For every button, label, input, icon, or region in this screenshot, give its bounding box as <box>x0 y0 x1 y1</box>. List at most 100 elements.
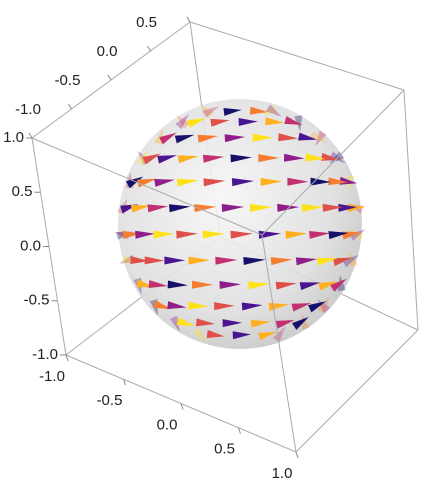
arrow <box>318 281 338 291</box>
arrow <box>347 204 366 213</box>
arrow <box>232 331 251 340</box>
box-edge <box>295 329 419 453</box>
arrow <box>153 230 175 239</box>
arrow <box>258 332 277 341</box>
arrow <box>317 297 330 314</box>
tick-label: 1.0 <box>176 0 197 2</box>
arrow <box>291 303 312 312</box>
tick-label: -1.0 <box>32 346 58 363</box>
arrow <box>203 178 226 187</box>
arrow <box>265 104 282 117</box>
arrow <box>338 203 358 212</box>
arrow <box>316 257 338 266</box>
tick-mark <box>123 379 126 386</box>
tick-label: 1.0 <box>3 129 24 146</box>
arrows <box>114 104 366 343</box>
arrow <box>223 107 242 116</box>
arrow <box>275 281 297 290</box>
arrow <box>265 117 285 126</box>
arrow <box>249 203 273 212</box>
tick-label: 0.5 <box>136 14 157 31</box>
arrow <box>328 231 349 240</box>
arrow <box>219 281 242 290</box>
arrow <box>194 204 217 213</box>
tick-mark <box>186 16 191 23</box>
arrow <box>206 330 225 338</box>
arrow <box>147 204 169 213</box>
arrow <box>310 177 331 186</box>
arrow <box>168 204 191 213</box>
arrow <box>159 132 177 145</box>
tick-label: 0.0 <box>157 416 178 433</box>
arrow <box>295 257 318 266</box>
tick-label: 0.5 <box>214 441 235 458</box>
arrow <box>174 134 195 144</box>
tick-mark <box>68 103 72 110</box>
arrow <box>200 104 214 119</box>
arrow <box>224 134 246 143</box>
arrow <box>310 131 328 143</box>
arrow <box>287 177 309 186</box>
arrow <box>283 153 305 162</box>
arrow <box>315 130 327 147</box>
arrow <box>285 230 308 239</box>
arrow <box>248 281 270 290</box>
arrow <box>332 257 352 267</box>
tick-label: -0.5 <box>55 72 81 89</box>
arrow <box>188 256 211 265</box>
arrow <box>177 155 199 164</box>
tick-mark <box>65 354 69 362</box>
tick-mark <box>238 427 241 434</box>
arrow <box>349 251 358 268</box>
arrow <box>316 298 330 313</box>
arrow <box>349 229 366 241</box>
arrow <box>222 319 243 328</box>
arrow <box>309 230 331 239</box>
arrow <box>164 256 186 265</box>
arrow <box>305 153 326 162</box>
arrow <box>292 317 309 330</box>
arrow <box>238 118 258 127</box>
arrow <box>215 256 238 265</box>
arrow <box>202 106 220 118</box>
arrow <box>214 302 235 311</box>
arrow <box>342 231 361 240</box>
arrow <box>221 204 245 213</box>
tick-mark <box>295 451 299 459</box>
tick-mark <box>107 74 112 81</box>
arrow <box>192 280 214 289</box>
arrow <box>249 106 268 115</box>
tick-label: 0.0 <box>97 43 118 60</box>
arrow <box>301 313 310 330</box>
arrow <box>320 152 340 161</box>
arrow <box>135 230 155 239</box>
arrow <box>230 154 252 163</box>
tick-label: -1.0 <box>39 368 65 385</box>
box-edge <box>261 89 405 236</box>
arrow <box>196 318 216 327</box>
arrow <box>144 256 165 265</box>
tick-label: 1.0 <box>272 465 293 482</box>
arrow <box>284 116 303 125</box>
arrow <box>169 315 180 333</box>
arrow <box>202 154 225 163</box>
arrow <box>176 317 195 326</box>
tick-label: -0.5 <box>97 392 123 409</box>
arrow <box>272 326 286 343</box>
arrow <box>328 177 348 186</box>
arrow <box>130 204 151 213</box>
arrow <box>275 320 295 329</box>
tick-label: -1.0 <box>15 101 41 118</box>
arrow <box>298 132 318 141</box>
arrow <box>243 256 266 265</box>
arrow <box>142 153 161 165</box>
arrow <box>241 302 263 311</box>
arrow <box>230 230 253 239</box>
arrow <box>210 118 230 127</box>
box-edge <box>261 234 297 453</box>
arrow <box>278 133 298 142</box>
tick-label: 0.0 <box>20 237 41 254</box>
tick-mark <box>147 45 151 52</box>
arrow <box>167 280 188 289</box>
